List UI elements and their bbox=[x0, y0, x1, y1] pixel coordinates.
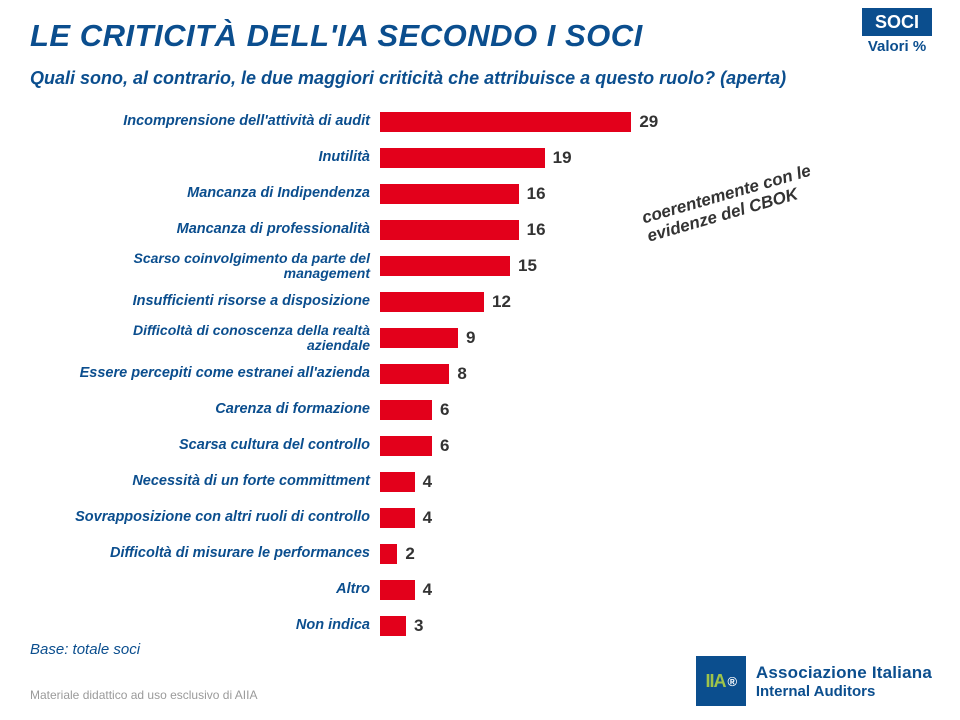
bar bbox=[380, 256, 510, 276]
logo-line2: Internal Auditors bbox=[756, 683, 932, 700]
bar-label: Sovrapposizione con altri ruoli di contr… bbox=[30, 510, 380, 526]
bar-wrap: 16 bbox=[380, 184, 640, 204]
chart-row: Insufficienti risorse a disposizione 12 bbox=[30, 284, 650, 320]
bar-wrap: 15 bbox=[380, 256, 640, 276]
bar-value: 9 bbox=[466, 328, 475, 348]
chart-row: Sovrapposizione con altri ruoli di contr… bbox=[30, 500, 650, 536]
bar-label: Difficoltà di conoscenza della realtàazi… bbox=[30, 323, 380, 354]
chart-row: Difficoltà di misurare le performances 2 bbox=[30, 536, 650, 572]
chart-row: Essere percepiti come estranei all'azien… bbox=[30, 356, 650, 392]
bar bbox=[380, 616, 406, 636]
bar-label: Difficoltà di misurare le performances bbox=[30, 546, 380, 562]
bar-value: 15 bbox=[518, 256, 537, 276]
footer-disclaimer: Materiale didattico ad uso esclusivo di … bbox=[30, 688, 257, 702]
bar-value: 8 bbox=[457, 364, 466, 384]
bar-label: Incomprensione dell'attività di audit bbox=[30, 114, 380, 130]
chart-row: Necessità di un forte committment 4 bbox=[30, 464, 650, 500]
bar-label: Carenza di formazione bbox=[30, 402, 380, 418]
logo-line1: Associazione Italiana bbox=[756, 663, 932, 683]
badge-top: SOCI bbox=[862, 8, 932, 36]
bar-wrap: 4 bbox=[380, 472, 640, 492]
bar bbox=[380, 148, 545, 168]
bar bbox=[380, 112, 631, 132]
bar bbox=[380, 508, 415, 528]
base-text: Base: totale soci bbox=[30, 641, 140, 658]
bar-label: Insufficienti risorse a disposizione bbox=[30, 294, 380, 310]
bar-label: Scarsa cultura del controllo bbox=[30, 438, 380, 454]
bar-value: 2 bbox=[405, 544, 414, 564]
bar-wrap: 3 bbox=[380, 616, 640, 636]
bar-label: Altro bbox=[30, 582, 380, 598]
bar-value: 4 bbox=[423, 508, 432, 528]
bar-value: 19 bbox=[553, 148, 572, 168]
bar bbox=[380, 328, 458, 348]
slide: LE CRITICITÀ DELL'IA SECONDO I SOCI SOCI… bbox=[0, 0, 960, 720]
chart-row: Non indica 3 bbox=[30, 608, 650, 644]
chart-row: Scarso coinvolgimento da parte delmanage… bbox=[30, 248, 650, 284]
chart-row: Mancanza di Indipendenza 16 bbox=[30, 176, 650, 212]
bar-wrap: 19 bbox=[380, 148, 640, 168]
bar-value: 6 bbox=[440, 400, 449, 420]
bar-wrap: 9 bbox=[380, 328, 640, 348]
subtitle: Quali sono, al contrario, le due maggior… bbox=[30, 68, 786, 89]
bar bbox=[380, 436, 432, 456]
chart-row: Carenza di formazione 6 bbox=[30, 392, 650, 428]
bar-label: Essere percepiti come estranei all'azien… bbox=[30, 366, 380, 382]
bar bbox=[380, 184, 519, 204]
bar-wrap: 16 bbox=[380, 220, 640, 240]
bar-label: Mancanza di professionalità bbox=[30, 222, 380, 238]
bar bbox=[380, 400, 432, 420]
annotation-text: coerentemente con le evidenze del CBOK bbox=[640, 162, 818, 246]
criticita-bar-chart: Incomprensione dell'attività di audit29I… bbox=[30, 104, 650, 644]
bar-value: 4 bbox=[423, 580, 432, 600]
bar-wrap: 6 bbox=[380, 436, 640, 456]
bar-wrap: 4 bbox=[380, 508, 640, 528]
chart-row: Scarsa cultura del controllo 6 bbox=[30, 428, 650, 464]
bar bbox=[380, 292, 484, 312]
bar-label: Mancanza di Indipendenza bbox=[30, 186, 380, 202]
bar-value: 16 bbox=[527, 184, 546, 204]
chart-row: Difficoltà di conoscenza della realtàazi… bbox=[30, 320, 650, 356]
aiia-logo: IIA® Associazione Italiana Internal Audi… bbox=[696, 656, 932, 706]
bar-wrap: 4 bbox=[380, 580, 640, 600]
bar-value: 29 bbox=[639, 112, 658, 132]
bar-wrap: 29 bbox=[380, 112, 640, 132]
bar-label: Scarso coinvolgimento da parte delmanage… bbox=[30, 251, 380, 282]
bar bbox=[380, 220, 519, 240]
chart-row: Incomprensione dell'attività di audit29 bbox=[30, 104, 650, 140]
logo-text: Associazione Italiana Internal Auditors bbox=[756, 663, 932, 700]
bar-label: Inutilità bbox=[30, 150, 380, 166]
page-title: LE CRITICITÀ DELL'IA SECONDO I SOCI bbox=[30, 18, 643, 54]
bar-wrap: 2 bbox=[380, 544, 640, 564]
chart-row: Mancanza di professionalità 16 bbox=[30, 212, 650, 248]
bar-value: 3 bbox=[414, 616, 423, 636]
bar-wrap: 8 bbox=[380, 364, 640, 384]
bar-wrap: 6 bbox=[380, 400, 640, 420]
bar-label: Non indica bbox=[30, 618, 380, 634]
bar-wrap: 12 bbox=[380, 292, 640, 312]
chart-row: Inutilità 19 bbox=[30, 140, 650, 176]
context-badge: SOCI Valori % bbox=[862, 8, 932, 55]
bar bbox=[380, 544, 397, 564]
bar bbox=[380, 472, 415, 492]
bar-value: 6 bbox=[440, 436, 449, 456]
bar-label: Necessità di un forte committment bbox=[30, 474, 380, 490]
bar-value: 16 bbox=[527, 220, 546, 240]
bar-value: 12 bbox=[492, 292, 511, 312]
chart-row: Altro 4 bbox=[30, 572, 650, 608]
bar bbox=[380, 364, 449, 384]
badge-subtitle: Valori % bbox=[862, 38, 932, 55]
bar-value: 4 bbox=[423, 472, 432, 492]
logo-mark: IIA® bbox=[696, 656, 746, 706]
bar bbox=[380, 580, 415, 600]
